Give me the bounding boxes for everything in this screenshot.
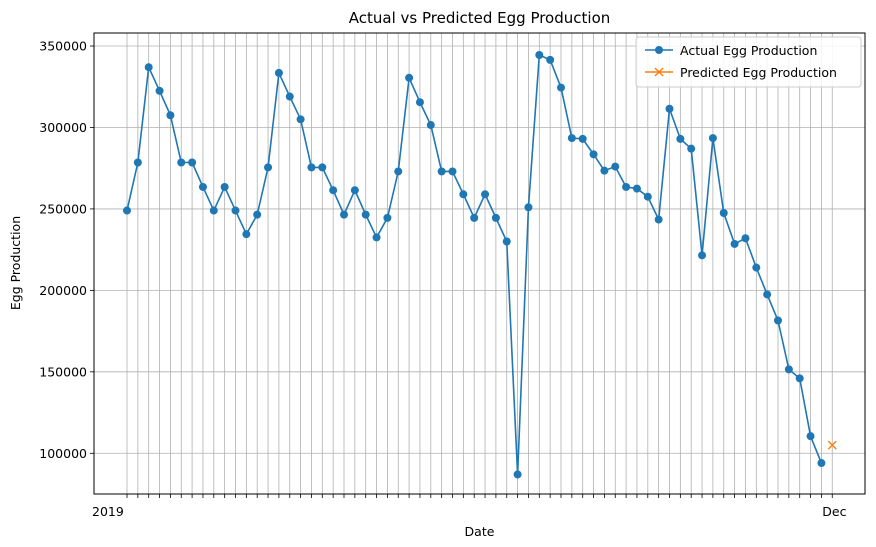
predicted-point — [827, 440, 837, 450]
actual-point — [719, 209, 728, 218]
actual-point — [448, 167, 457, 176]
chart-title: Actual vs Predicted Egg Production — [349, 9, 611, 27]
actual-point — [481, 190, 490, 199]
y-tick-label: 350000 — [39, 39, 87, 54]
actual-point — [741, 234, 750, 243]
actual-point — [632, 184, 641, 193]
actual-point — [188, 158, 197, 167]
actual-point — [415, 98, 424, 107]
actual-point — [340, 210, 348, 219]
y-tick-label: 300000 — [39, 120, 87, 135]
actual-point — [264, 163, 273, 172]
actual-point — [676, 134, 685, 143]
actual-point — [535, 50, 544, 59]
y-tick-label: 200000 — [39, 283, 87, 298]
actual-point — [133, 158, 142, 167]
y-axis-label: Egg Production — [8, 216, 23, 310]
x-axis: 2019 Dec — [92, 494, 847, 519]
grid — [94, 33, 865, 494]
actual-point — [242, 230, 251, 239]
actual-point — [784, 365, 793, 374]
actual-point — [730, 239, 739, 248]
actual-point — [307, 163, 316, 172]
actual-point — [437, 167, 446, 176]
actual-point — [578, 134, 587, 143]
actual-point — [372, 233, 381, 242]
actual-point — [752, 263, 761, 272]
actual-point — [155, 86, 164, 95]
actual-point — [177, 158, 186, 167]
x-tick-label-first: 2019 — [92, 504, 124, 519]
actual-point — [220, 182, 229, 191]
actual-point — [557, 83, 565, 92]
plot-frame — [93, 32, 866, 495]
legend-actual-label: Actual Egg Production — [680, 43, 817, 58]
actual-point — [405, 73, 414, 82]
y-axis: 100000 150000 200000 250000 300000 350000 — [39, 39, 94, 461]
actual-point — [274, 68, 283, 77]
actual-point — [654, 215, 663, 224]
actual-point — [470, 213, 479, 222]
actual-point — [589, 150, 598, 159]
actual-point — [253, 210, 262, 219]
actual-point — [166, 111, 175, 120]
actual-point — [459, 190, 468, 199]
actual-point — [198, 182, 207, 191]
actual-point — [502, 237, 511, 246]
y-tick-label: 100000 — [39, 446, 87, 461]
y-tick-label: 150000 — [39, 364, 87, 379]
x-axis-label: Date — [465, 524, 495, 539]
actual-point — [708, 134, 717, 143]
actual-point — [763, 290, 772, 299]
actual-point — [394, 167, 403, 176]
actual-point — [513, 470, 522, 479]
predicted-point-stroke — [827, 440, 837, 450]
actual-point — [611, 162, 620, 171]
legend: Actual Egg Production Predicted Egg Prod… — [635, 36, 862, 88]
x-tick-label-last: Dec — [822, 504, 846, 519]
series-layer — [123, 50, 837, 479]
actual-point — [209, 206, 218, 215]
actual-point — [491, 213, 500, 222]
actual-point — [795, 374, 804, 383]
actual-point — [231, 206, 240, 215]
actual-point — [546, 55, 555, 64]
actual-point — [622, 182, 631, 191]
actual-point — [329, 186, 338, 195]
actual-point — [774, 316, 782, 325]
actual-point — [806, 432, 815, 441]
y-tick-label: 250000 — [39, 201, 87, 216]
actual-point — [361, 210, 370, 219]
actual-point — [817, 459, 826, 468]
actual-point — [687, 144, 696, 153]
actual-point — [123, 206, 131, 215]
actual-point — [643, 192, 652, 201]
actual-point — [383, 213, 392, 222]
actual-point — [567, 134, 576, 143]
actual-point — [665, 104, 674, 113]
legend-box — [635, 36, 862, 88]
legend-predicted-marker — [654, 67, 664, 77]
legend-predicted-label: Predicted Egg Production — [680, 65, 837, 80]
actual-point — [350, 186, 359, 195]
legend-actual-marker — [655, 46, 663, 54]
actual-point — [524, 203, 533, 212]
actual-point — [698, 251, 707, 260]
actual-point — [426, 121, 435, 130]
actual-point — [600, 166, 609, 175]
actual-point — [318, 163, 327, 172]
actual-point — [296, 115, 305, 124]
actual-point — [144, 63, 153, 72]
actual-point — [285, 92, 294, 101]
